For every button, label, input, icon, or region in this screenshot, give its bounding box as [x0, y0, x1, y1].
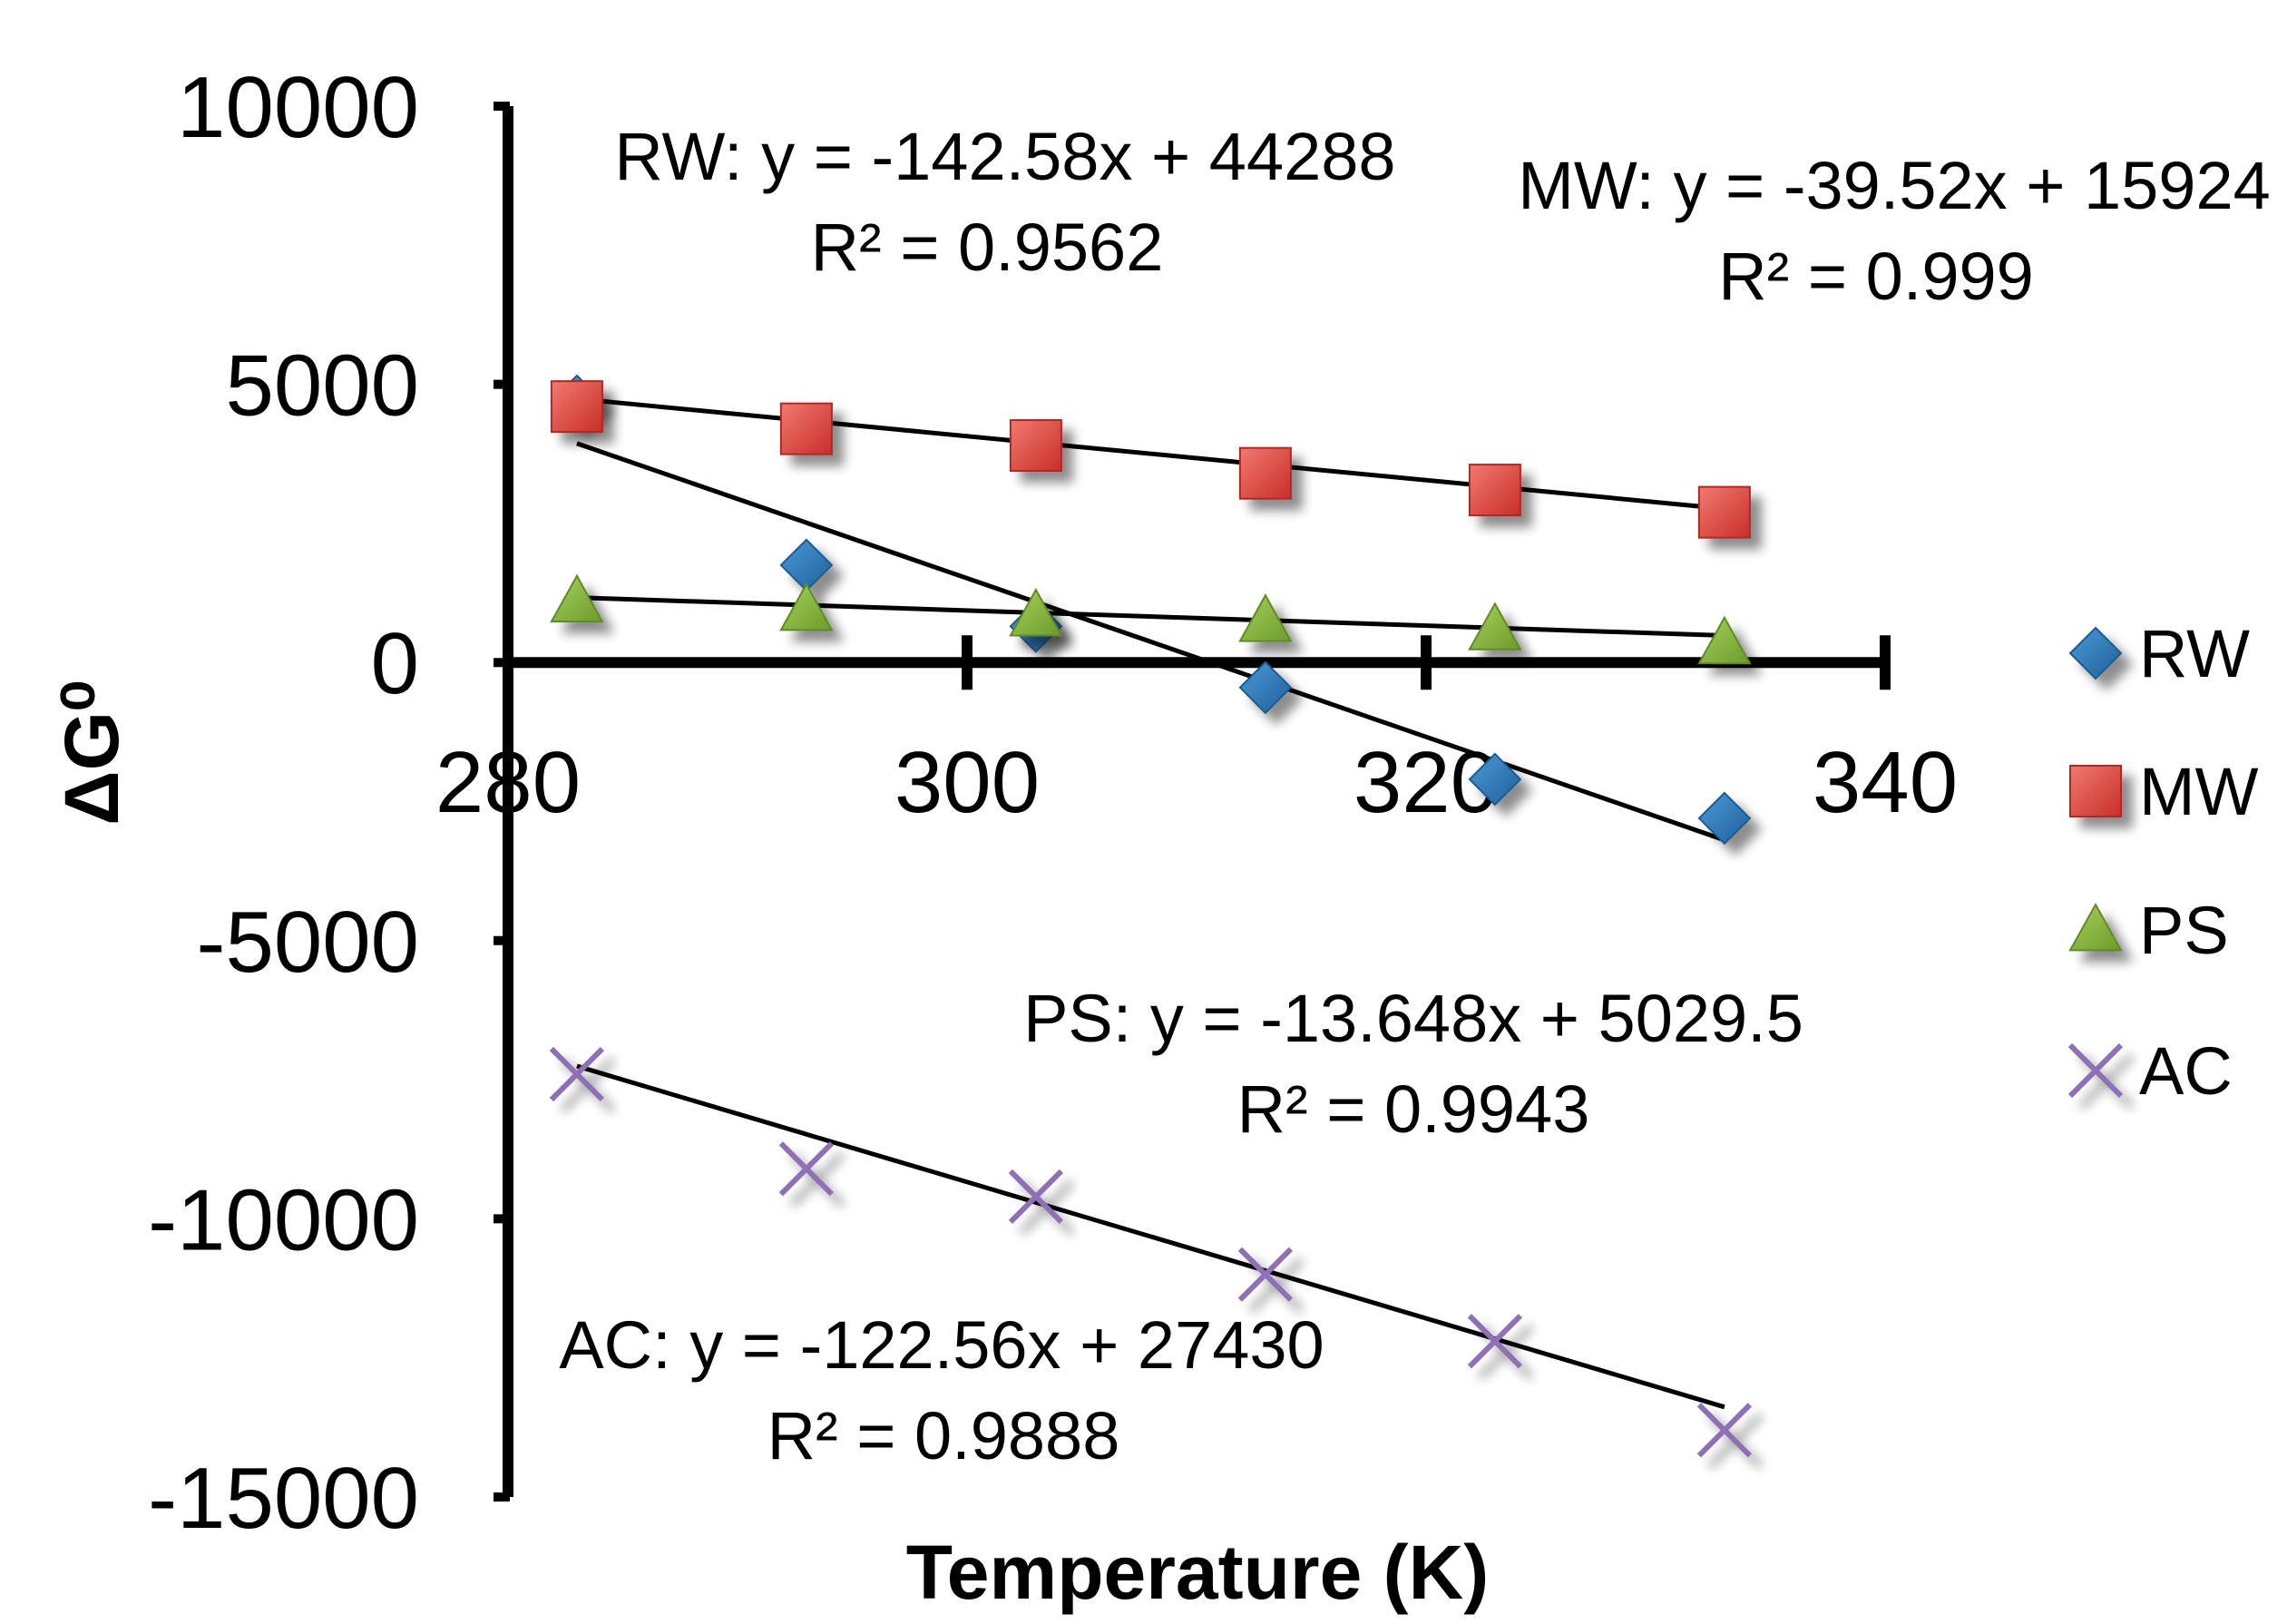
rw-trendline: [576, 441, 1725, 843]
mw-trendline: [576, 396, 1725, 512]
ps-point: [1697, 615, 1752, 665]
y-axis-title: ΔG⁰: [49, 680, 134, 825]
ac-point: [1467, 1314, 1523, 1369]
x-tick-label: 280: [435, 734, 581, 831]
ps-trendline: [576, 595, 1725, 638]
ac-point: [778, 1141, 835, 1197]
ac-point: [1237, 1247, 1294, 1302]
mw-point: [1009, 419, 1062, 473]
mw-point: [1468, 464, 1521, 517]
rw-point: [1468, 752, 1522, 807]
ps-point: [1468, 602, 1522, 651]
mw-legend-label: MW: [2139, 754, 2259, 829]
rw-r2: R² = 0.9562: [811, 210, 1164, 285]
ps-point: [550, 573, 604, 623]
trendlines: [576, 396, 1725, 1410]
ps-legend-marker: [2068, 902, 2123, 952]
mw-r2: R² = 0.999: [1718, 239, 2034, 314]
mw-point: [550, 380, 603, 434]
mw-equation: MW: y = -39.52x + 15924: [1518, 148, 2271, 223]
rw-point: [1697, 791, 1752, 846]
ps-equation: PS: y = -13.648x + 5029.5: [1023, 981, 1803, 1056]
rw-equation: RW: y = -142.58x + 44288: [614, 119, 1395, 194]
mw-point: [1697, 485, 1751, 539]
ac-r2: R² = 0.9888: [767, 1398, 1120, 1473]
mw-legend-marker: [2069, 765, 2122, 817]
legend: RW MW PS AC: [2067, 616, 2259, 1109]
ac-legend-label: AC: [2139, 1033, 2233, 1109]
ps-legend-label: PS: [2139, 893, 2229, 968]
ac-legend-marker: [2067, 1042, 2124, 1099]
y-tick-label: -10000: [148, 1171, 419, 1268]
y-tick-label: 10000: [177, 59, 419, 156]
ac-point: [1696, 1403, 1753, 1458]
mw-point: [1238, 446, 1292, 500]
rw-point: [1238, 660, 1293, 715]
ps-point: [779, 582, 834, 631]
x-axis-title: Temperature (K): [906, 1530, 1490, 1615]
x-tick-label: 340: [1813, 734, 1958, 831]
ac-point: [1008, 1169, 1064, 1224]
y-tick-label: 0: [371, 615, 419, 712]
data-markers: [549, 374, 1753, 1458]
rw-legend-label: RW: [2139, 616, 2250, 691]
ac-point: [549, 1046, 605, 1102]
x-tick-label: 300: [894, 734, 1040, 831]
y-tick-label: -5000: [196, 894, 419, 991]
y-tick-label: 5000: [225, 338, 419, 435]
ps-point: [1238, 593, 1293, 642]
ps-point: [1009, 588, 1063, 637]
y-tick-label: -15000: [148, 1450, 419, 1547]
mw-point: [779, 402, 833, 455]
ac-equation: AC: y = -122.56x + 27430: [559, 1307, 1324, 1383]
ps-r2: R² = 0.9943: [1237, 1071, 1590, 1147]
ac-trendline: [576, 1063, 1725, 1410]
rw-legend-marker: [2068, 626, 2123, 680]
